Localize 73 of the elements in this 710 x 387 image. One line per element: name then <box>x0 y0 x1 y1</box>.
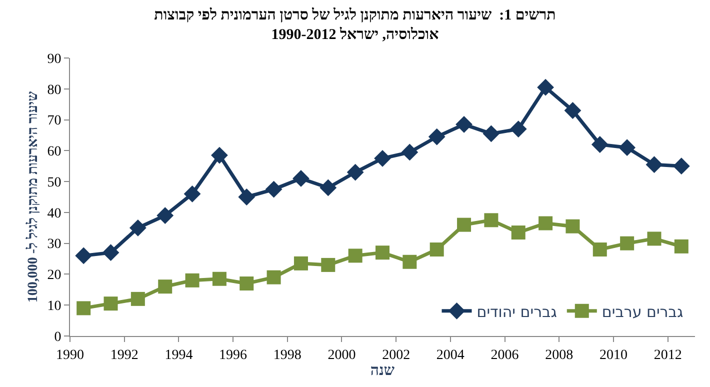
point <box>510 120 527 138</box>
point <box>591 136 608 153</box>
point <box>156 207 174 224</box>
point <box>102 244 120 262</box>
point <box>401 144 418 161</box>
x-tick-label: 2006 <box>490 348 519 363</box>
point <box>592 242 607 257</box>
x-axis-title: שנה <box>370 362 395 379</box>
legend-label: גברים ערבים <box>602 302 684 321</box>
y-tick-label: 50 <box>47 175 62 190</box>
y-tick-label: 90 <box>47 52 62 67</box>
point <box>647 232 662 246</box>
point <box>185 273 200 288</box>
point <box>376 246 390 260</box>
point <box>646 156 663 174</box>
point <box>294 256 308 270</box>
y-tick-label: 30 <box>47 237 62 252</box>
point <box>428 128 446 146</box>
y-tick-label: 0 <box>54 330 62 345</box>
point <box>672 158 690 175</box>
x-tick-label: 2012 <box>654 348 682 363</box>
x-tick-label: 1998 <box>273 348 302 363</box>
point <box>484 213 498 228</box>
point <box>457 218 472 232</box>
point <box>566 219 580 234</box>
point <box>456 116 472 133</box>
point <box>564 102 582 119</box>
point <box>240 276 254 290</box>
point <box>76 301 91 316</box>
point <box>292 170 310 187</box>
y-tick-label: 70 <box>47 114 62 129</box>
point <box>104 296 118 311</box>
y-axis-title: שיעור היארעות מתוקנן לגיל ל- 100,000 <box>24 91 41 303</box>
point <box>511 226 526 240</box>
x-tick-label: 1990 <box>56 348 84 363</box>
chart-title: תרשים 1: שיעור היארעות מתוקנן לגיל של סרטן הערמונית לפי קבוצות אוכלוסיה, ישראל 1990-2012 <box>154 6 556 43</box>
x-tick-label: 2002 <box>382 348 410 363</box>
y-tick-label: 80 <box>47 82 62 98</box>
point <box>158 280 172 294</box>
point <box>538 216 553 230</box>
x-tick-label: 1994 <box>164 348 193 363</box>
point <box>265 180 282 198</box>
point <box>75 247 92 264</box>
legend-label: גברים יהודים <box>476 302 557 321</box>
point <box>537 78 554 96</box>
point <box>348 248 362 263</box>
point <box>321 258 336 272</box>
point <box>130 292 145 306</box>
x-tick-label: 2008 <box>545 348 574 363</box>
point <box>346 164 364 181</box>
y-tick-label: 60 <box>47 144 62 160</box>
point <box>212 272 226 286</box>
x-tick-label: 2010 <box>599 348 628 363</box>
y-tick-label: 10 <box>47 299 62 314</box>
y-tick-label: 20 <box>47 268 62 284</box>
point <box>211 146 228 164</box>
x-tick-label: 2004 <box>436 348 464 363</box>
point <box>238 188 256 206</box>
point <box>618 139 636 156</box>
point <box>674 239 688 254</box>
point <box>184 185 201 202</box>
point <box>620 236 634 250</box>
y-tick-label: 40 <box>47 206 62 222</box>
point <box>129 219 146 236</box>
point <box>374 150 391 167</box>
x-tick-label: 1992 <box>110 348 138 363</box>
x-tick-label: 2000 <box>328 348 356 363</box>
point <box>430 242 444 257</box>
x-tick-label: 1996 <box>219 348 248 363</box>
point <box>402 254 417 269</box>
point <box>320 179 337 196</box>
point <box>266 270 281 284</box>
point <box>482 125 500 142</box>
